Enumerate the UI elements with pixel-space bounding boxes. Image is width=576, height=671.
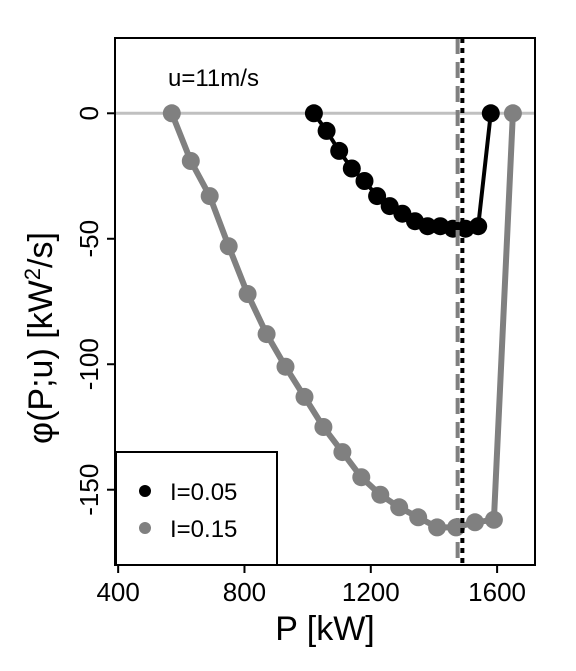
y-axis-title-superscript: 2: [20, 268, 45, 280]
legend-marker-i015: [139, 522, 151, 534]
data-point: [219, 237, 238, 256]
data-point: [276, 357, 295, 376]
data-point: [368, 187, 387, 206]
data-point: [314, 418, 333, 436]
data-point: [481, 104, 500, 123]
data-point: [200, 187, 219, 206]
y-axis-title-main: φ(P;u) [kW: [22, 280, 60, 444]
x-axis: 400 800 1200 1600: [96, 565, 526, 607]
x-tick-label: 1600: [468, 577, 526, 607]
data-point: [181, 152, 200, 170]
x-tick-label: 1200: [342, 577, 400, 607]
data-point: [418, 217, 437, 236]
legend-label-i015: I=0.15: [170, 516, 237, 543]
data-point: [409, 508, 428, 527]
data-point: [238, 285, 257, 303]
y-axis: 0 -50 -100 -150: [74, 106, 115, 516]
data-point: [466, 513, 484, 532]
data-point: [295, 387, 314, 406]
data-point: [503, 104, 522, 123]
wind-speed-annotation: u=11m/s: [168, 65, 259, 92]
series-i005: [304, 104, 500, 238]
y-tick-label: 0: [74, 106, 104, 120]
legend: I=0.05 I=0.15: [115, 451, 278, 566]
data-point: [352, 468, 371, 487]
data-point: [355, 172, 374, 190]
series-layer: [162, 104, 522, 537]
data-point: [390, 498, 409, 517]
legend-box: [115, 451, 278, 566]
x-tick-label: 800: [223, 577, 266, 607]
y-axis-title: φ(P;u) [kW2/s]: [20, 232, 60, 444]
data-point: [257, 325, 276, 344]
x-axis-title: P [kW]: [275, 610, 375, 648]
data-point: [428, 518, 447, 537]
data-point: [342, 159, 361, 178]
data-point: [333, 443, 352, 462]
data-point: [330, 141, 349, 160]
plot-frame: [114, 37, 536, 566]
y-tick-label: -50: [74, 220, 104, 258]
data-point: [469, 217, 488, 236]
legend-label-i005: I=0.05: [170, 479, 237, 506]
vertical-reference-lines: [455, 38, 465, 565]
series-i015: [162, 104, 522, 537]
y-tick-label: -150: [74, 464, 104, 516]
data-point: [317, 121, 336, 140]
y-tick-label: -100: [74, 338, 104, 390]
legend-marker-i005: [139, 485, 151, 497]
x-tick-label: 400: [96, 577, 139, 607]
data-point: [371, 485, 390, 504]
y-axis-title-tail: /s]: [22, 232, 60, 268]
data-point: [304, 104, 323, 123]
data-point: [484, 510, 503, 529]
data-point: [162, 104, 181, 123]
